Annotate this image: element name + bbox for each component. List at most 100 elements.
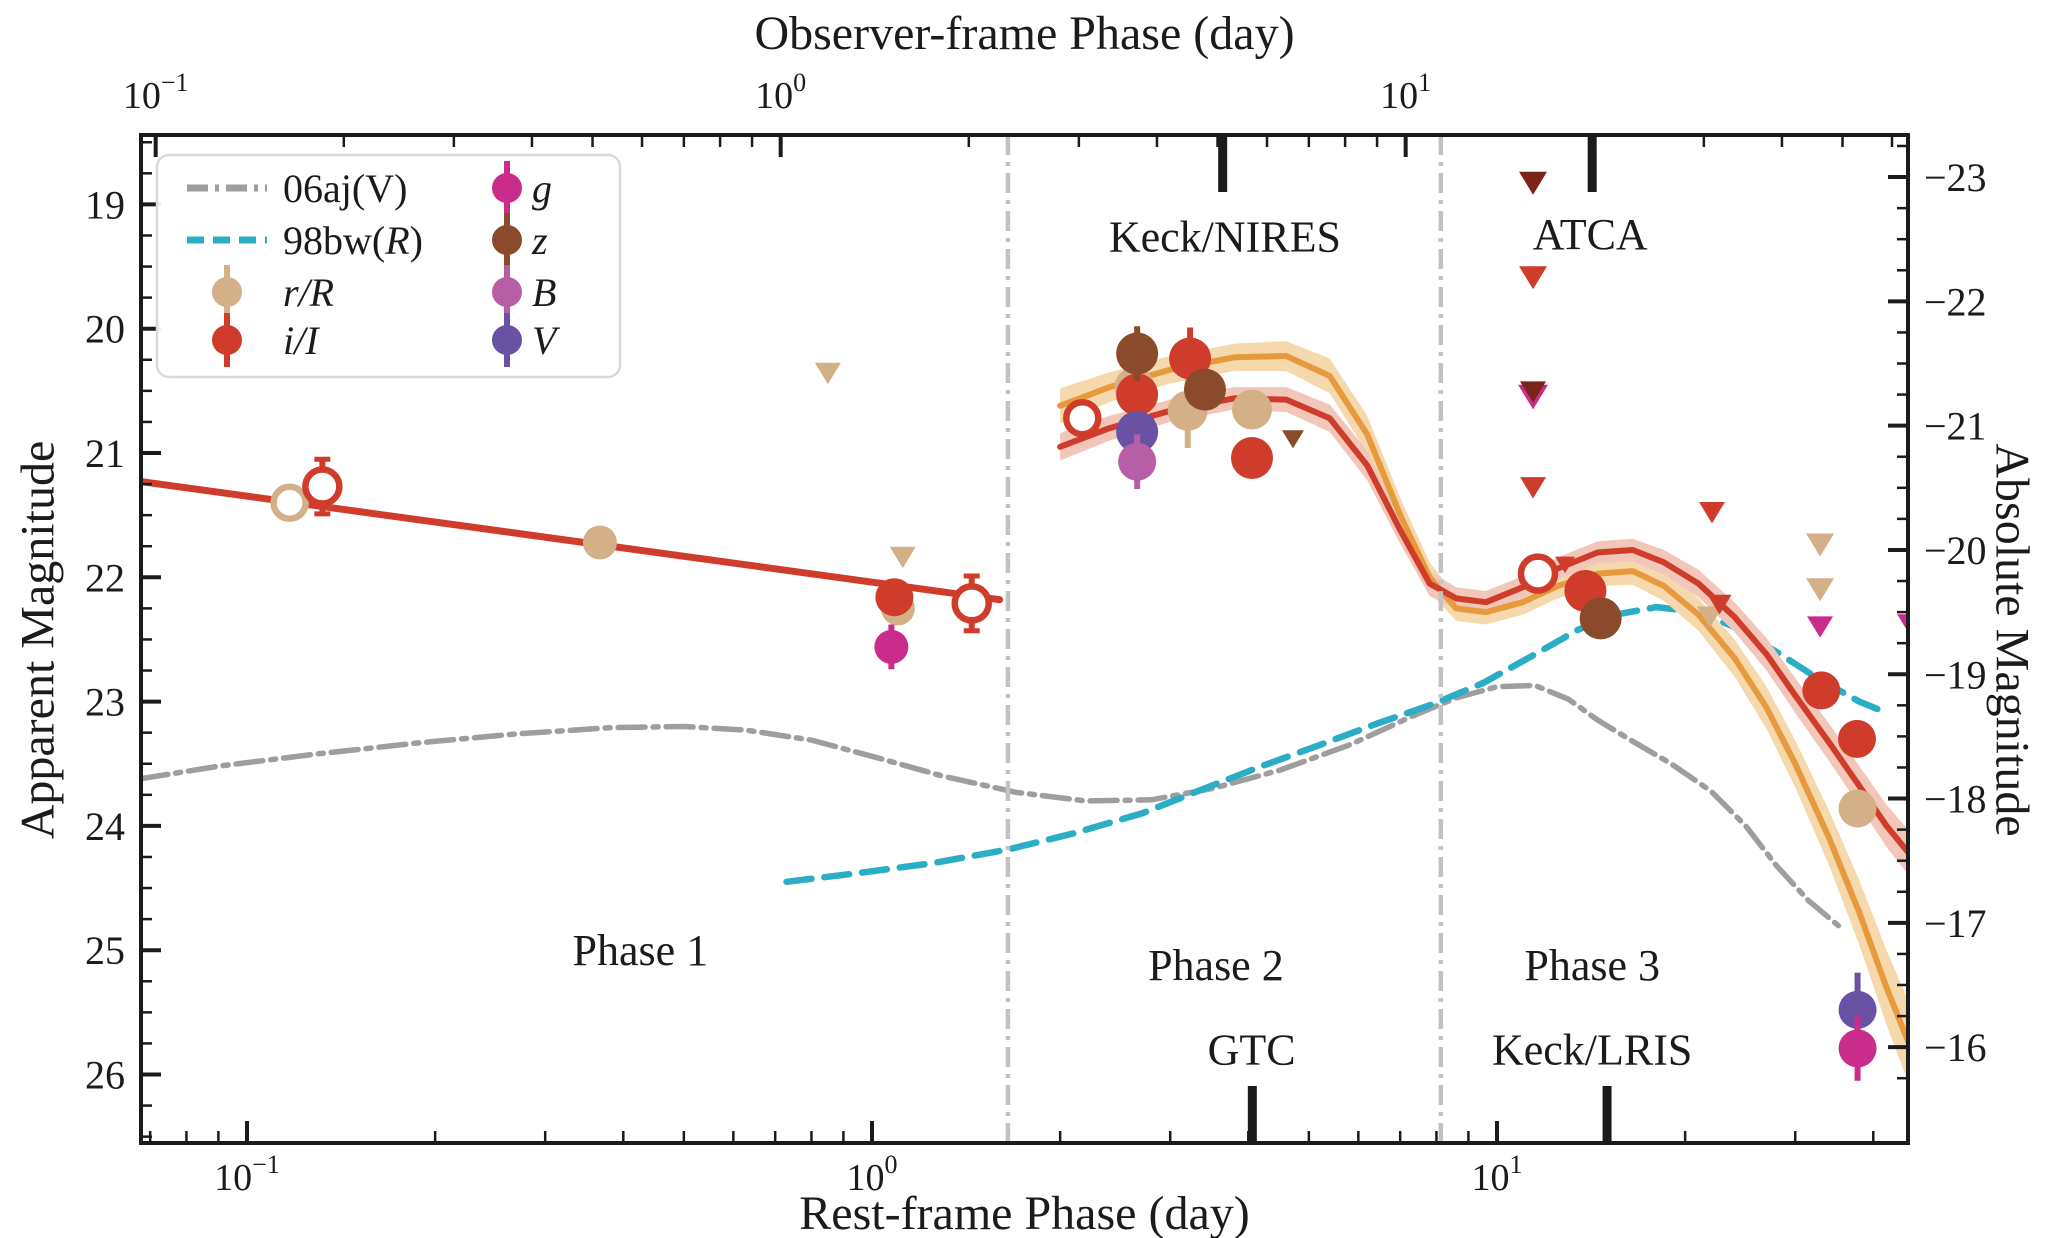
legend-item-v[interactable]: V bbox=[492, 313, 561, 367]
circle-marker bbox=[1838, 789, 1877, 828]
epoch-mark-keck-lris bbox=[1602, 1086, 1612, 1143]
left-tick-label-25: 25 bbox=[85, 928, 125, 973]
data-point-rR-limit[interactable] bbox=[1806, 533, 1835, 557]
data-point-g-limit[interactable] bbox=[1897, 614, 1925, 637]
data-point-iI-limit[interactable] bbox=[1707, 594, 1732, 615]
marker-swatch bbox=[492, 173, 522, 203]
right-tick-label--22: −22 bbox=[1924, 279, 1987, 324]
legend-item-z[interactable]: z bbox=[492, 213, 548, 267]
data-point-iI-filled[interactable] bbox=[875, 578, 914, 617]
right-tick-label--23: −23 bbox=[1924, 155, 1987, 200]
legend-item-g[interactable]: g bbox=[492, 161, 552, 215]
legend-item-r-r[interactable]: r/R bbox=[212, 265, 334, 319]
instrument-marks bbox=[1218, 135, 1612, 1143]
upper-limit-triangle bbox=[1555, 556, 1576, 574]
annotation-gtc: GTC bbox=[1208, 1026, 1296, 1075]
circle-marker bbox=[1838, 990, 1877, 1029]
upper-limit-triangle bbox=[1707, 594, 1732, 615]
data-point-iI-limit[interactable] bbox=[1520, 477, 1547, 499]
left-tick-label-21: 21 bbox=[85, 431, 125, 476]
circle-marker bbox=[1169, 337, 1212, 380]
circle-marker bbox=[1116, 410, 1159, 453]
legend-label: r/R bbox=[283, 270, 334, 315]
data-point-iI-open[interactable] bbox=[1063, 398, 1102, 438]
legend-item-b[interactable]: B bbox=[492, 265, 556, 319]
data-point-rR-limit[interactable] bbox=[1696, 606, 1723, 628]
open-circle-marker bbox=[1517, 553, 1559, 594]
data-point-iI-filled[interactable] bbox=[1837, 719, 1876, 758]
annotation-phase-2: Phase 2 bbox=[1148, 941, 1284, 990]
data-point-rR-filled[interactable] bbox=[1838, 789, 1877, 828]
legend-item-06aj-v-[interactable]: 06aj(V) bbox=[187, 166, 407, 211]
upper-limit-triangle bbox=[1806, 533, 1835, 557]
data-point-iI-open[interactable] bbox=[951, 573, 992, 634]
annotation-keck-lris: Keck/LRIS bbox=[1492, 1026, 1692, 1075]
data-point-rR-filled[interactable] bbox=[582, 525, 617, 560]
data-point-iI-limit[interactable] bbox=[1555, 556, 1576, 574]
epoch-mark-gtc bbox=[1247, 1086, 1257, 1143]
epoch-mark-keck-nires bbox=[1218, 135, 1228, 192]
data-point-rR-limit[interactable] bbox=[814, 362, 841, 385]
legend-item-i-i[interactable]: i/I bbox=[212, 313, 320, 367]
upper-limit-triangle bbox=[1807, 616, 1834, 638]
upper-limit-triangle bbox=[814, 362, 841, 385]
marker-swatch bbox=[492, 325, 522, 355]
right-tick-label--21: −21 bbox=[1924, 404, 1987, 449]
legend-label: 06aj(V) bbox=[283, 166, 407, 211]
legend-label: g bbox=[532, 166, 552, 211]
upper-limit-triangle bbox=[1520, 381, 1547, 403]
left-tick-label-19: 19 bbox=[85, 182, 125, 227]
annotation-atca: ATCA bbox=[1533, 210, 1648, 259]
data-point-z-filled[interactable] bbox=[1116, 326, 1159, 381]
left-tick-label-22: 22 bbox=[85, 555, 125, 600]
data-point-zdark-limit[interactable] bbox=[1519, 171, 1548, 195]
data-point-g-filled[interactable] bbox=[874, 624, 909, 670]
open-circle-marker bbox=[951, 583, 992, 624]
circle-marker bbox=[1116, 332, 1159, 375]
top-tick-label-1e-1: 10−1 bbox=[123, 68, 189, 117]
legend-label: z bbox=[531, 218, 548, 263]
data-point-iI-filled[interactable] bbox=[1802, 671, 1841, 710]
curve-06aj-V bbox=[141, 682, 1844, 931]
circle-marker bbox=[1838, 1029, 1877, 1068]
data-point-g-limit[interactable] bbox=[1807, 616, 1834, 638]
right-tick-label--19: −19 bbox=[1924, 652, 1987, 697]
data-point-iI-limit[interactable] bbox=[1698, 502, 1725, 524]
open-circle-marker bbox=[1063, 398, 1102, 438]
data-point-rR-open[interactable] bbox=[270, 483, 309, 522]
data-point-z-filled[interactable] bbox=[1579, 597, 1622, 640]
upper-limit-triangle bbox=[1520, 477, 1547, 499]
circle-marker bbox=[1231, 389, 1272, 430]
data-point-z-limit[interactable] bbox=[1281, 430, 1304, 449]
marker-swatch bbox=[492, 277, 522, 307]
data-point-rR-limit[interactable] bbox=[889, 546, 916, 569]
annotation-keck-nires: Keck/NIRES bbox=[1109, 213, 1341, 262]
upper-limit-triangle bbox=[1281, 430, 1304, 449]
annotations: Keck/NIRES ATCA Phase 1 Phase 2 Phase 3 GTC Ke… bbox=[573, 210, 1693, 1074]
circle-marker bbox=[582, 525, 617, 560]
legend-item-98bw-r-[interactable]: 98bw(R) bbox=[187, 218, 423, 263]
top-tick-label-1e1: 101 bbox=[1380, 68, 1431, 117]
top-axis-title: Observer-frame Phase (day) bbox=[754, 7, 1295, 60]
data-point-B-filled[interactable] bbox=[1118, 434, 1157, 490]
data-point-iI-open[interactable] bbox=[1517, 553, 1559, 594]
circle-marker bbox=[1230, 436, 1273, 479]
open-circle-marker bbox=[270, 483, 309, 522]
data-point-zdark-limit[interactable] bbox=[1520, 381, 1547, 403]
data-point-iI-limit[interactable] bbox=[1519, 266, 1548, 290]
data-point-iI-filled[interactable] bbox=[1116, 373, 1159, 416]
legend-label: B bbox=[532, 270, 556, 315]
circle-marker bbox=[874, 629, 909, 664]
data-point-iI-filled[interactable] bbox=[1230, 436, 1273, 479]
open-circle-marker bbox=[302, 466, 343, 507]
legend-label: 98bw(R) bbox=[283, 218, 423, 263]
curve-powerlaw-fit bbox=[141, 478, 1004, 604]
data-point-rR-filled[interactable] bbox=[1231, 389, 1272, 430]
data-point-rR-limit[interactable] bbox=[1806, 578, 1835, 602]
circle-marker bbox=[1118, 442, 1157, 481]
data-point-iI-open[interactable] bbox=[302, 456, 343, 517]
data-point-z-filled[interactable] bbox=[1183, 368, 1226, 411]
data-point-g-filled[interactable] bbox=[1838, 1016, 1877, 1081]
